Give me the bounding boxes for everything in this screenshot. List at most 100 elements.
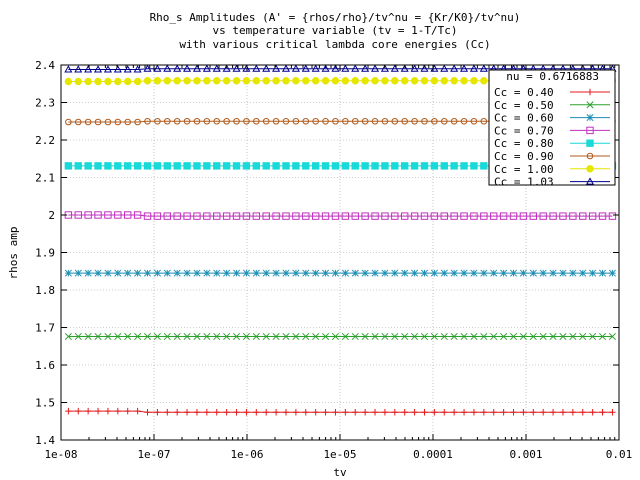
data-point bbox=[598, 269, 607, 277]
data-point bbox=[559, 212, 567, 220]
data-point bbox=[312, 269, 320, 277]
legend-swatch-marker bbox=[586, 126, 594, 135]
data-point bbox=[213, 409, 220, 416]
data-point bbox=[163, 64, 172, 72]
data-point bbox=[499, 212, 508, 220]
data-point bbox=[400, 162, 409, 170]
data-point bbox=[242, 162, 251, 170]
data-point bbox=[579, 409, 586, 416]
data-point bbox=[252, 64, 261, 72]
data-point bbox=[381, 212, 389, 220]
series-layer bbox=[64, 64, 617, 416]
data-point bbox=[361, 162, 369, 170]
legend-swatch bbox=[570, 177, 610, 185]
data-point bbox=[480, 212, 488, 220]
data-point bbox=[65, 407, 72, 415]
data-point bbox=[322, 117, 329, 125]
data-point bbox=[371, 409, 379, 416]
data-point bbox=[352, 409, 359, 416]
data-point bbox=[203, 117, 211, 125]
data-point bbox=[163, 162, 171, 170]
legend-swatch-marker bbox=[586, 101, 594, 109]
data-point bbox=[351, 162, 359, 170]
data-point bbox=[480, 162, 488, 170]
series-Cc = 0.60 bbox=[64, 269, 616, 277]
data-point bbox=[598, 332, 607, 341]
data-point bbox=[93, 65, 103, 73]
data-point bbox=[599, 409, 606, 416]
legend-swatch bbox=[570, 139, 610, 147]
data-point bbox=[569, 332, 577, 341]
data-point bbox=[440, 162, 448, 170]
data-point bbox=[104, 332, 112, 341]
data-point bbox=[133, 211, 142, 219]
data-point bbox=[460, 117, 468, 125]
data-point bbox=[410, 212, 419, 220]
data-point bbox=[94, 211, 102, 219]
legend-label: Cc = 1.00 bbox=[494, 163, 554, 176]
data-point bbox=[470, 117, 478, 125]
data-point bbox=[64, 269, 72, 277]
data-point bbox=[232, 269, 241, 277]
data-point bbox=[84, 65, 93, 73]
data-point bbox=[242, 212, 251, 220]
data-point bbox=[84, 211, 92, 219]
data-point bbox=[410, 162, 419, 170]
data-point bbox=[292, 332, 300, 341]
legend-swatch bbox=[570, 101, 610, 109]
data-point bbox=[163, 77, 171, 85]
data-point bbox=[519, 212, 528, 220]
data-point bbox=[470, 332, 478, 341]
data-point bbox=[203, 212, 211, 220]
data-point bbox=[440, 64, 449, 72]
series-line bbox=[68, 214, 613, 217]
data-point bbox=[133, 162, 142, 170]
data-point bbox=[213, 162, 221, 170]
y-tick-label: 2.3 bbox=[35, 97, 55, 110]
y-axis-label: rhos amp bbox=[7, 227, 20, 280]
data-point bbox=[124, 332, 132, 341]
data-point bbox=[154, 409, 161, 416]
data-point bbox=[311, 77, 320, 85]
data-point bbox=[450, 332, 458, 341]
chart-title-line-2: vs temperature variable (tv = 1-T/Tc) bbox=[212, 24, 457, 37]
data-point bbox=[253, 117, 260, 125]
data-point bbox=[381, 77, 389, 85]
data-point bbox=[450, 117, 458, 125]
x-tick-label: 1e-05 bbox=[323, 448, 356, 461]
data-point bbox=[589, 409, 596, 416]
data-point bbox=[114, 269, 122, 277]
data-point bbox=[203, 77, 211, 85]
data-point bbox=[420, 332, 429, 341]
data-point bbox=[133, 65, 142, 73]
data-point bbox=[479, 64, 488, 72]
legend-swatch-marker bbox=[586, 88, 594, 96]
data-point bbox=[262, 162, 270, 170]
data-point bbox=[173, 212, 181, 220]
data-point bbox=[144, 117, 151, 125]
data-point bbox=[480, 117, 488, 125]
data-point bbox=[242, 269, 250, 277]
data-point bbox=[153, 64, 162, 72]
data-point bbox=[480, 409, 488, 416]
data-point bbox=[153, 212, 162, 220]
data-point bbox=[124, 162, 132, 170]
x-tick-label: 0.001 bbox=[509, 448, 542, 461]
data-point bbox=[361, 269, 369, 277]
data-point bbox=[598, 212, 607, 220]
data-point bbox=[183, 77, 191, 85]
data-point bbox=[450, 409, 458, 416]
data-point bbox=[84, 118, 92, 126]
data-point bbox=[272, 162, 280, 170]
data-point bbox=[262, 269, 270, 277]
data-point bbox=[94, 407, 102, 415]
data-point bbox=[401, 332, 409, 341]
data-point bbox=[321, 162, 330, 170]
data-point bbox=[371, 269, 379, 277]
data-point bbox=[391, 409, 399, 416]
x-tick-label: 0.01 bbox=[606, 448, 633, 461]
data-point bbox=[252, 332, 260, 341]
legend-label: Cc = 0.60 bbox=[494, 112, 554, 125]
data-point bbox=[75, 407, 82, 415]
data-point bbox=[579, 269, 587, 277]
